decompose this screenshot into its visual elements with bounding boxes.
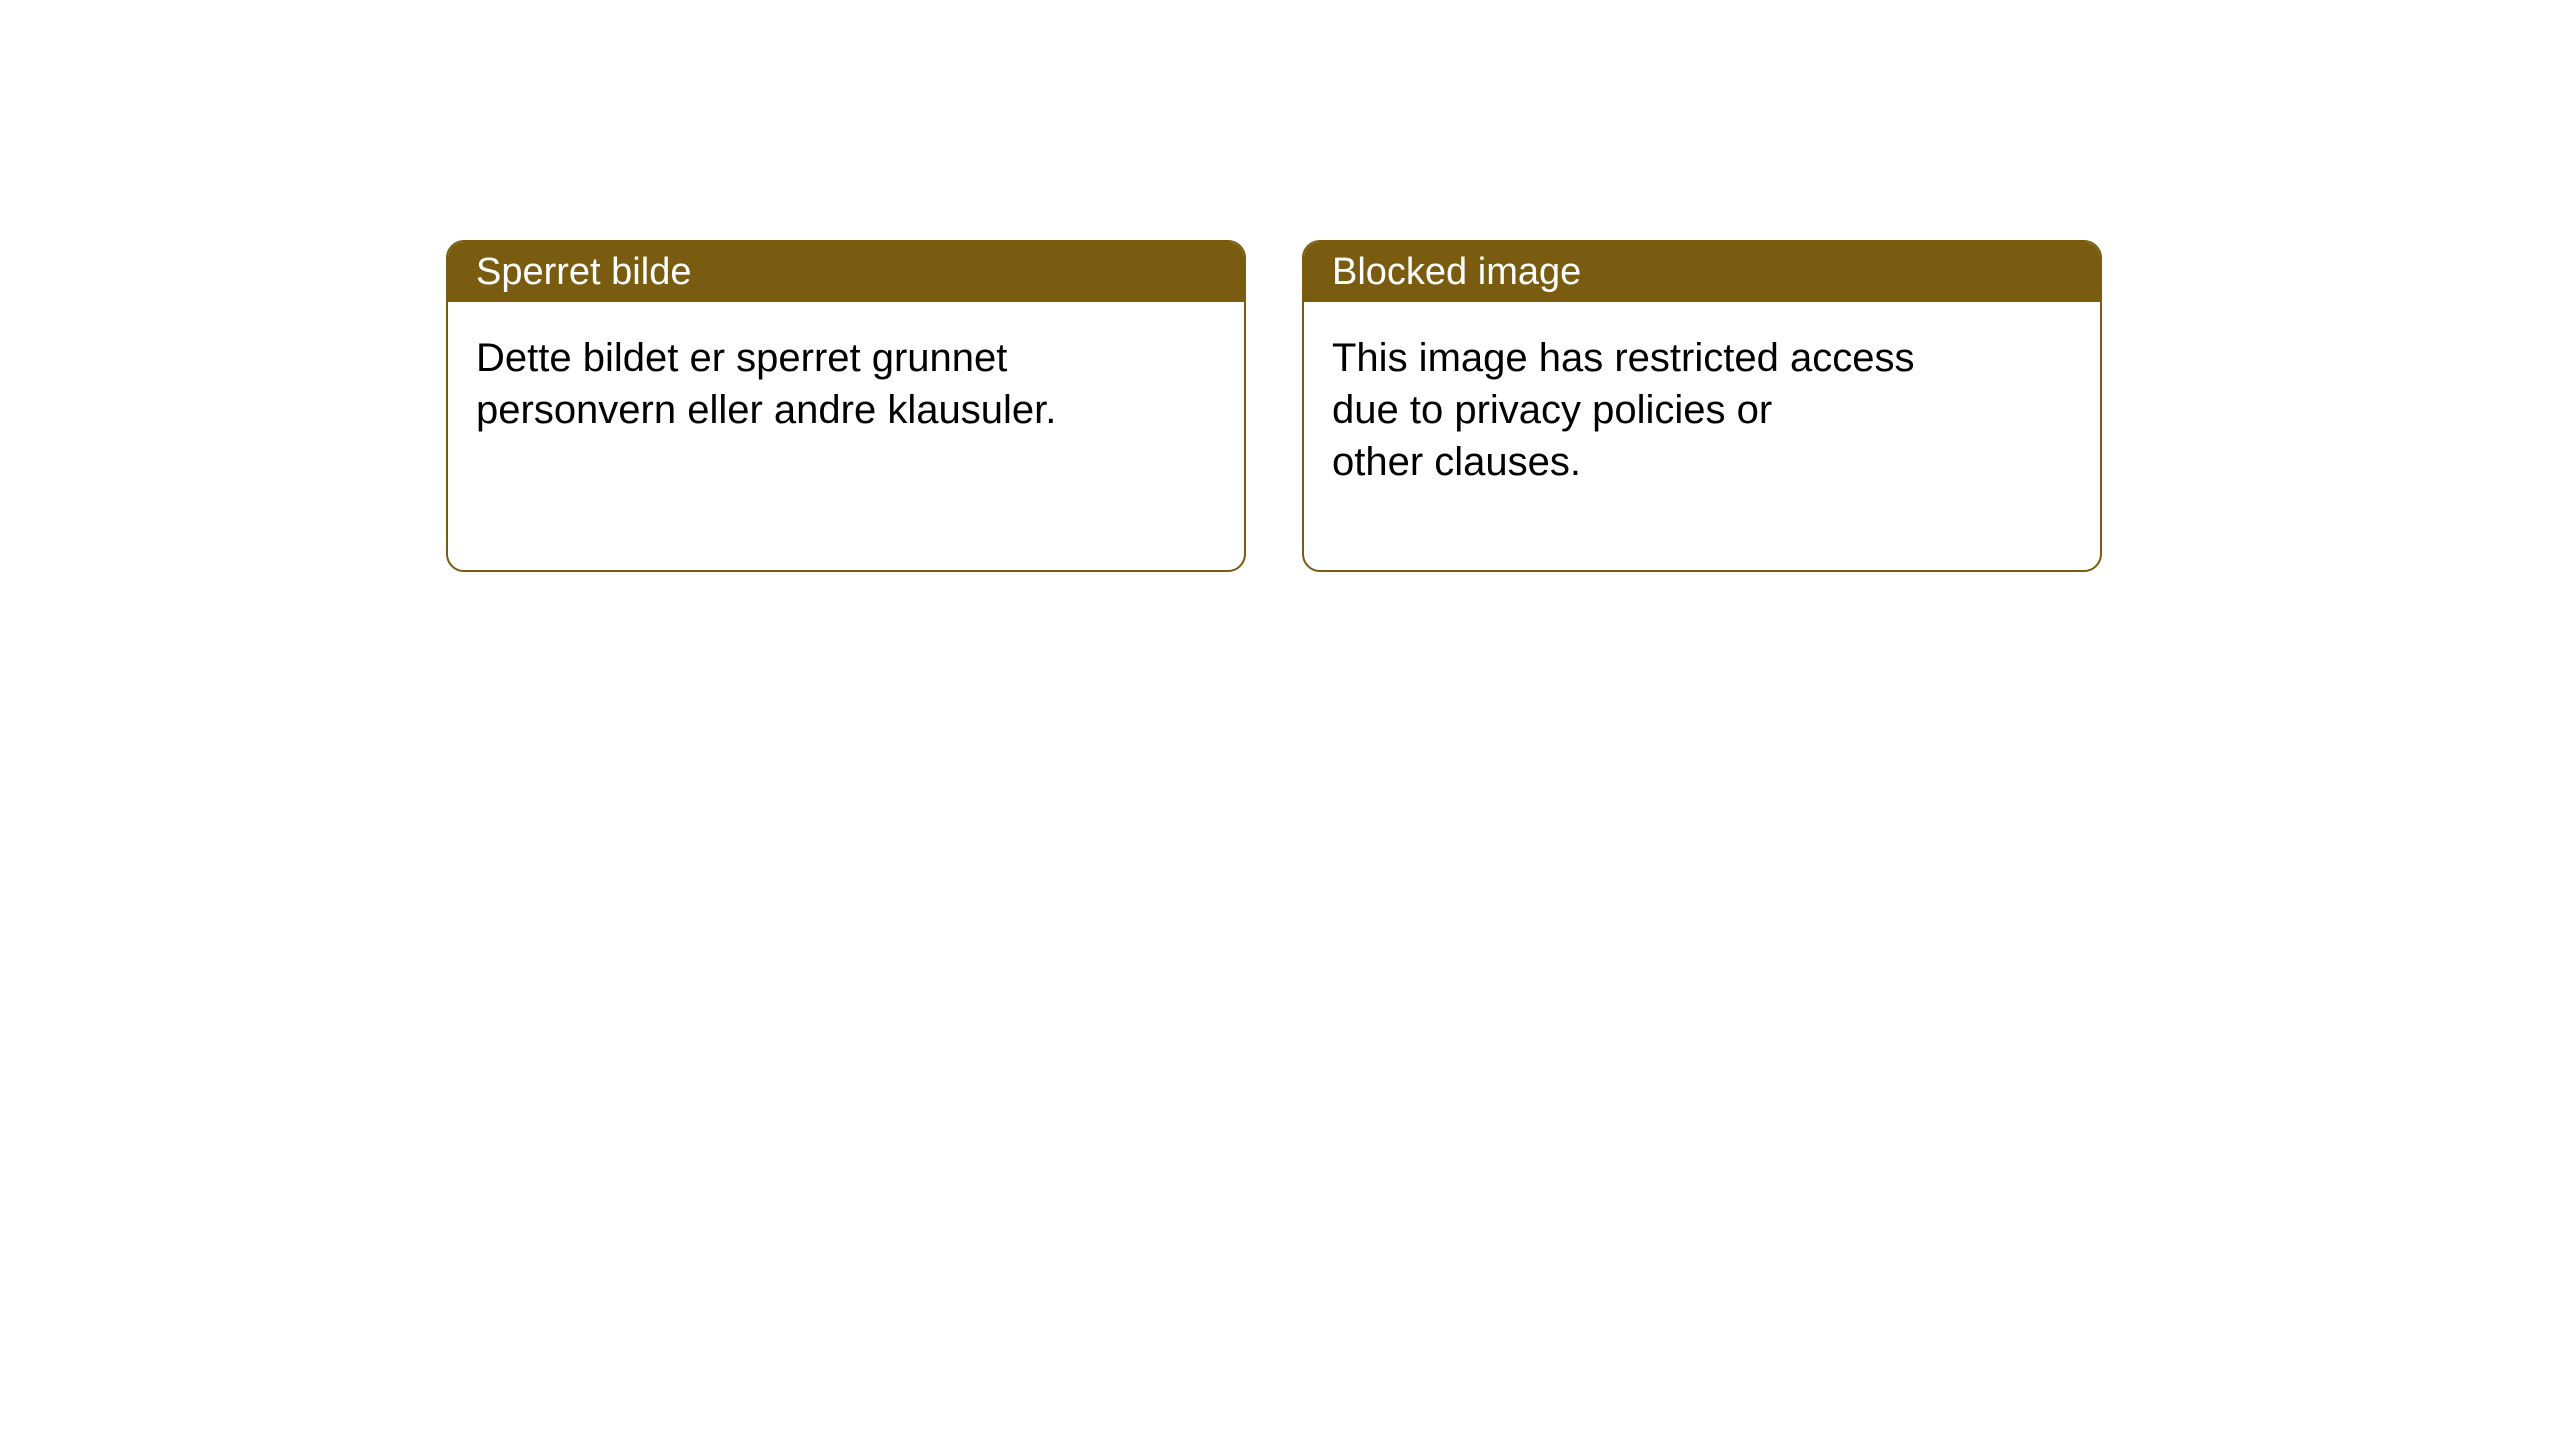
notice-card-title-en: Blocked image (1304, 242, 2100, 302)
notice-card-en: Blocked image This image has restricted … (1302, 240, 2102, 572)
notice-card-title-no: Sperret bilde (448, 242, 1244, 302)
notice-card-no: Sperret bilde Dette bildet er sperret gr… (446, 240, 1246, 572)
notice-card-body-no: Dette bildet er sperret grunnet personve… (448, 302, 1244, 436)
notice-card-body-en: This image has restricted access due to … (1304, 302, 2100, 488)
notice-container: Sperret bilde Dette bildet er sperret gr… (0, 0, 2560, 572)
